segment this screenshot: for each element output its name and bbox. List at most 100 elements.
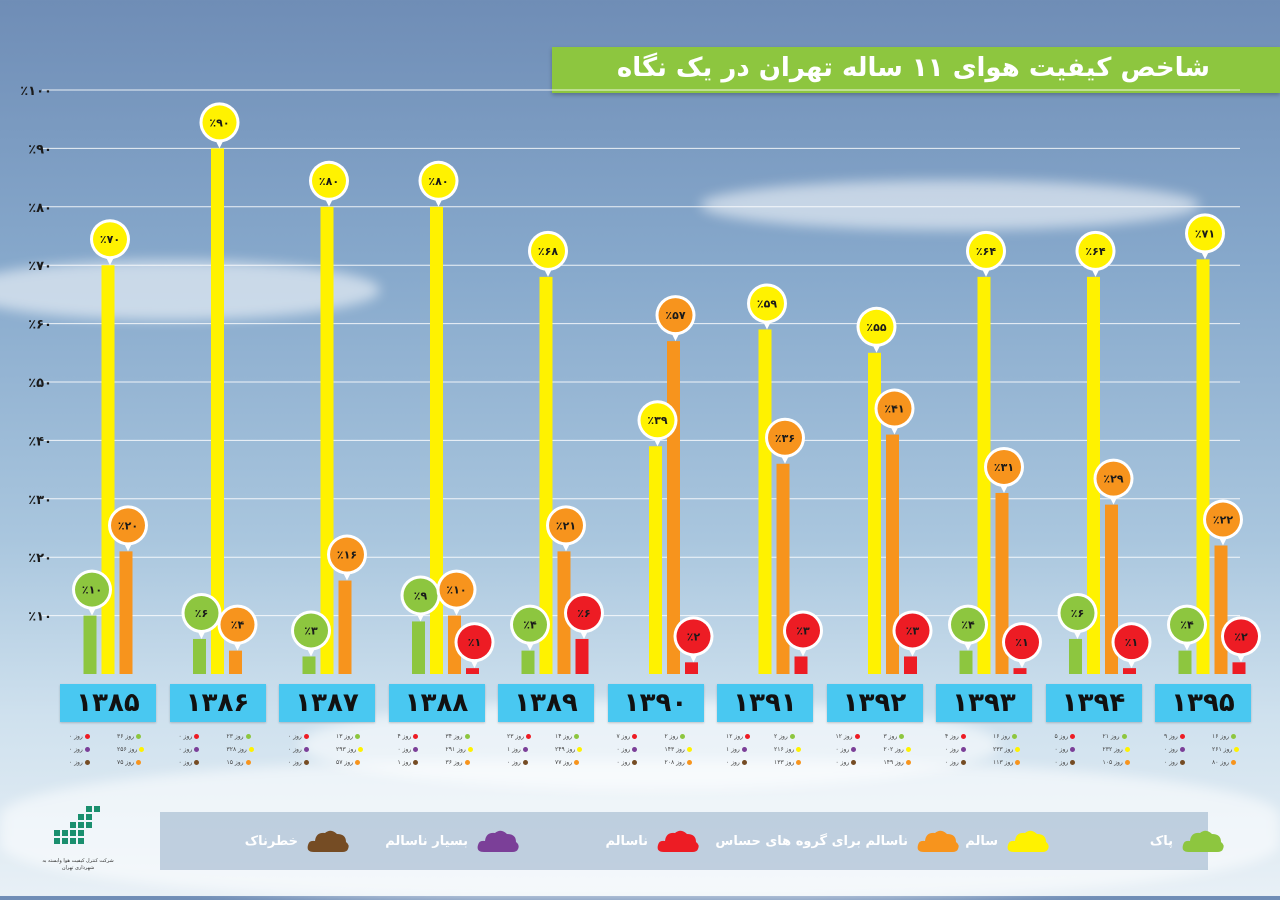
day-count: ۰ روز [69, 743, 99, 756]
day-count-row: ۴ روز ۱۶ روز [936, 730, 1032, 743]
bubble-clean [75, 572, 109, 607]
bubble-healthy [202, 105, 237, 140]
logo-caption: شرکت کنترل کیفیت هوا وابسته به شهرداری ت… [42, 858, 114, 871]
day-count: ۱۳۳ روز [774, 756, 804, 769]
y-tick-label: ٪۷۰ [28, 259, 52, 274]
legend-label: ناسالم برای گروه های حساس [715, 833, 908, 849]
day-count: ۳ روز [884, 730, 914, 743]
day-count: ۰ روز [1164, 743, 1194, 756]
day-count-row: ۵ روز ۲۱ روز [1046, 730, 1142, 743]
year-label: ۱۳۸۷ [279, 684, 375, 722]
data-label: ٪۹ [414, 589, 428, 602]
day-count: ۱۶ روز [993, 730, 1023, 743]
day-counts: ۱۲ روز ۲ روز ۱ روز ۲۱۶ روز ۰ روز ۱۳۳ روز [717, 730, 813, 776]
category-dot [686, 747, 692, 752]
year-label: ۱۳۹۳ [936, 684, 1032, 722]
day-count: ۲۱۶ روز [774, 743, 804, 756]
day-count-row: ۰ روز ۲۰۲ روز [827, 743, 923, 756]
year-label: ۱۳۹۰ [607, 684, 704, 722]
day-count: ۰ روز [836, 756, 866, 769]
day-count: ۰ روز [945, 756, 975, 769]
day-count-text: ۱۲ روز [835, 733, 853, 740]
bubble-clean [1060, 595, 1095, 630]
day-count: ۱۶ روز [1212, 730, 1242, 743]
day-count-text: ۵ روز [1054, 733, 1069, 740]
bubble-unhealthy [1005, 625, 1039, 660]
legend-label: سالم [965, 833, 998, 849]
day-count: ۱۱۳ روز [993, 756, 1023, 769]
day-count: ۰ روز [617, 743, 647, 756]
data-label: ٪۳۹ [647, 414, 667, 427]
day-count: ۰ روز [288, 743, 318, 756]
category-dot [245, 760, 251, 765]
category-dot [741, 760, 747, 765]
y-tick-label: ٪۴۰ [28, 434, 52, 449]
category-dot [905, 760, 911, 765]
year-label: ۱۳۹۴ [1045, 684, 1142, 722]
day-count-text: ۰ روز [616, 746, 631, 753]
day-count-text: ۰ روز [69, 759, 83, 766]
category-dot [899, 734, 905, 739]
category-dot [574, 760, 580, 765]
day-count-row: ۰ روز ۲۳۲ روز [1046, 743, 1142, 756]
day-count-text: ۱۴۹ روز [883, 759, 904, 766]
category-dot [680, 734, 686, 739]
day-count: ۰ روز [1164, 756, 1194, 769]
category-dot [522, 747, 528, 752]
y-tick-label: ٪۱۰۰ [20, 84, 52, 99]
bar-unhealthy [1232, 662, 1246, 674]
year-label: ۱۳۹۲ [826, 684, 923, 722]
day-count-text: ۳۶ روز [445, 759, 463, 766]
legend-item-unhealthy: ناسالم [605, 826, 700, 856]
bubble-sensitive [987, 449, 1021, 484]
bubble-healthy [1188, 216, 1222, 251]
day-count-row: ۰ روز ۸۰ روز [1155, 756, 1251, 769]
bar-healthy [101, 265, 115, 674]
bubble-sensitive [549, 508, 583, 543]
data-label: ٪۳ [796, 624, 810, 637]
category-dot [632, 747, 638, 752]
bubble-sensitive [877, 391, 912, 426]
category-dot [851, 760, 857, 765]
day-count-text: ۰ روز [288, 733, 302, 740]
day-count: ۱۳ روز [336, 730, 366, 743]
day-counts: ۹ روز ۱۶ روز ۰ روز ۲۶۱ روز ۰ روز ۸۰ روز [1155, 730, 1251, 776]
category-dot [303, 747, 309, 752]
day-count-row: ۰ روز ۱۳۳ روز [717, 756, 813, 769]
day-count: ۲۱ روز [1103, 730, 1133, 743]
cloud-icon [917, 830, 959, 852]
cloud-icon [1007, 830, 1049, 852]
day-count-text: ۷ روز [616, 733, 631, 740]
y-tick-label: ٪۲۰ [28, 551, 52, 566]
category-dot [1070, 734, 1076, 739]
day-count: ۲ روز [665, 730, 695, 743]
day-count: ۱۴۹ روز [884, 756, 914, 769]
bubble-healthy [1078, 233, 1113, 268]
day-count: ۷۷ روز [555, 756, 585, 769]
day-count: ۱۲ روز [836, 730, 866, 743]
day-count: ۲۹۱ روز [446, 743, 476, 756]
day-count-row: ۰ روز ۷۵ روز [60, 756, 156, 769]
bar-sensitive [448, 615, 461, 674]
data-label: ٪۱۰ [82, 584, 102, 597]
category-dot [355, 734, 361, 739]
day-count-text: ۱۶ روز [1212, 733, 1230, 740]
day-count-text: ۴ روز [397, 733, 412, 740]
category-dot [789, 734, 795, 739]
day-count-text: ۱۴ روز [555, 733, 573, 740]
category-dot [960, 760, 966, 765]
category-dot [245, 734, 251, 739]
day-count: ۱۲ روز [726, 730, 756, 743]
day-count-text: ۲۵۶ روز [117, 746, 138, 753]
company-logo [54, 806, 100, 844]
day-count: ۲۹۳ روز [336, 743, 366, 756]
day-count: ۲۴۹ روز [555, 743, 585, 756]
day-count: ۳۶ روز [117, 730, 147, 743]
day-count-text: ۲۴۹ روز [555, 746, 576, 753]
day-counts: ۵ روز ۲۱ روز ۰ روز ۲۳۲ روز ۰ روز ۱۰۵ روز [1046, 730, 1142, 776]
day-count-row: ۰ روز ۵۷ روز [279, 756, 375, 769]
bubble-healthy [421, 163, 456, 198]
day-count-text: ۲۳۲ روز [1102, 746, 1123, 753]
bar-clean [302, 656, 316, 674]
category-dot [1070, 760, 1076, 765]
